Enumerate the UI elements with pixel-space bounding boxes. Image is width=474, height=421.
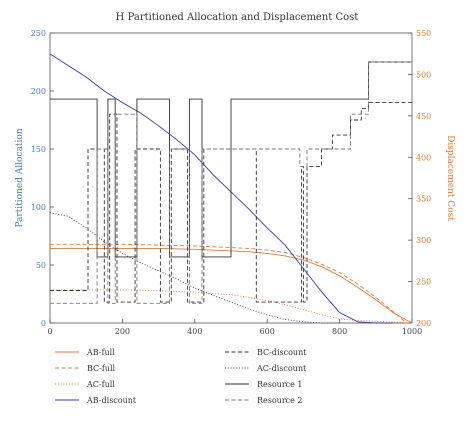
y-left-tick-label: 0 bbox=[41, 319, 46, 328]
x-tick-label: 0 bbox=[47, 327, 52, 336]
x-tick-label: 1000 bbox=[402, 327, 422, 336]
series-ac-discount-line bbox=[49, 212, 340, 324]
chart-title: H Partitioned Allocation and Displacemen… bbox=[116, 12, 359, 23]
y-right-tick-label: 250 bbox=[416, 278, 431, 287]
series-bc-full-line bbox=[50, 243, 407, 324]
y-left-tick-label: 50 bbox=[36, 261, 46, 270]
legend-label-ab-full: AB-full bbox=[86, 348, 115, 357]
y-right-axis-label: Displacement Cost bbox=[445, 135, 455, 221]
series-layer bbox=[49, 53, 413, 324]
series-bc-discount-line bbox=[50, 102, 412, 303]
y-right-tick-label: 400 bbox=[416, 153, 431, 162]
legend-label-ac-full: AC-full bbox=[86, 380, 115, 389]
y-left-axis-label: Partitioned Allocation bbox=[15, 128, 25, 227]
x-tick-label: 600 bbox=[260, 327, 275, 336]
legend-label-bc-full: BC-full bbox=[87, 364, 116, 373]
y-right-tick-label: 200 bbox=[416, 319, 431, 328]
y-right-tick-label: 550 bbox=[416, 29, 431, 38]
y-left-tick-label: 250 bbox=[31, 29, 46, 38]
legend-label-ac-discount: AC-discount bbox=[256, 364, 307, 373]
legend: AB-full BC-discount BC-full AC-discount AC-f… bbox=[55, 348, 307, 405]
y-left-tick-label: 150 bbox=[31, 145, 46, 154]
y-left-tick-label: 200 bbox=[31, 87, 46, 96]
x-axis-ticks: 0 200 400 600 800 1000 bbox=[47, 319, 422, 336]
series-ab-full-line bbox=[50, 247, 413, 324]
series-ac-full-line bbox=[50, 289, 413, 324]
legend-label-resource-2: Resource 2 bbox=[257, 396, 303, 405]
legend-label-bc-discount: BC-discount bbox=[257, 348, 307, 357]
y-right-tick-label: 500 bbox=[416, 70, 431, 79]
series-resource-2-line bbox=[50, 61, 412, 304]
x-tick-label: 200 bbox=[115, 327, 130, 336]
x-tick-label: 800 bbox=[332, 327, 347, 336]
x-tick-label: 400 bbox=[187, 327, 202, 336]
plot-frame bbox=[49, 32, 413, 324]
y-left-axis-ticks: 0 50 100 150 200 250 bbox=[31, 29, 54, 328]
legend-label-ab-discount: AB-discount bbox=[86, 396, 137, 405]
y-right-tick-label: 350 bbox=[416, 195, 431, 204]
legend-label-resource-1: Resource 1 bbox=[257, 380, 303, 389]
series-ab-discount-line bbox=[49, 53, 394, 324]
y-right-axis-ticks: 200 250 300 350 400 450 500 550 bbox=[408, 29, 431, 328]
y-right-tick-label: 300 bbox=[416, 236, 431, 245]
y-right-tick-label: 450 bbox=[416, 112, 431, 121]
y-left-tick-label: 100 bbox=[31, 203, 46, 212]
